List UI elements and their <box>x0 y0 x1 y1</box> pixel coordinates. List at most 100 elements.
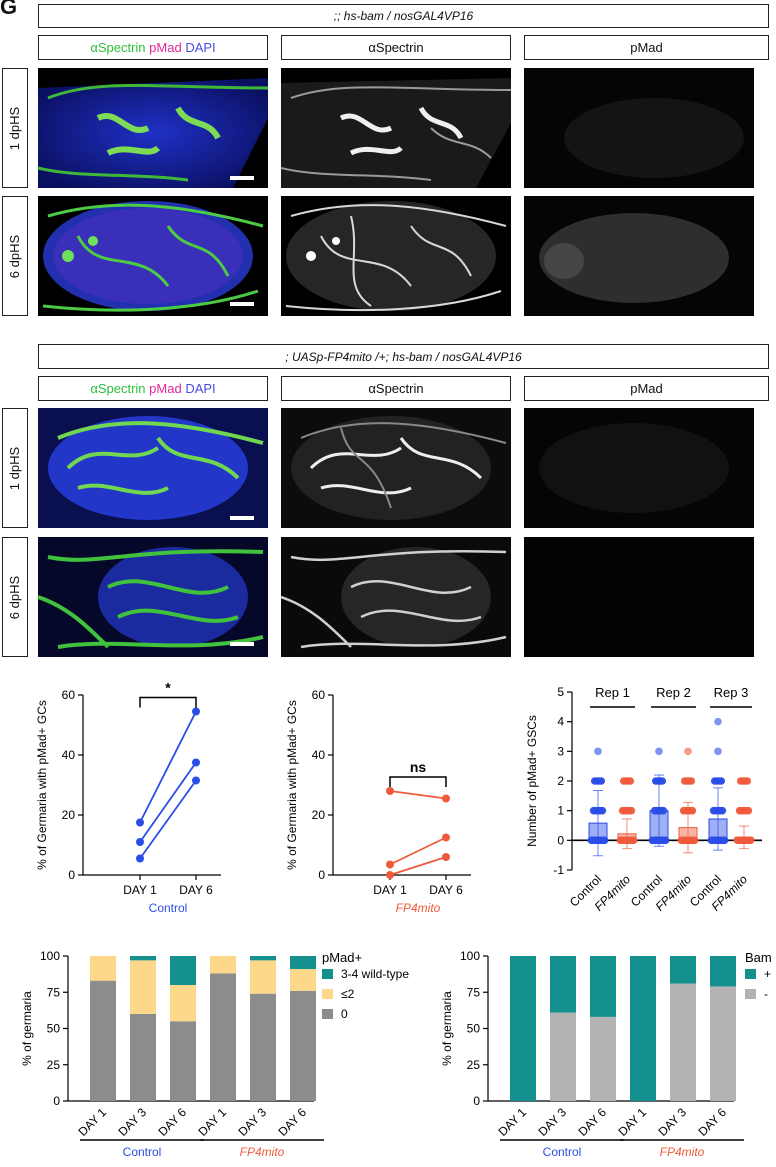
data-point <box>743 777 752 785</box>
y-tick-label: 25 <box>47 1058 61 1072</box>
y-tick-label: 0 <box>473 1094 480 1108</box>
stacked-bar-segment <box>630 956 656 1101</box>
scale-bar <box>230 516 254 520</box>
series-line <box>139 779 197 860</box>
y-tick-label: 0 <box>53 1094 60 1108</box>
y-tick-label: 50 <box>467 1022 481 1036</box>
data-point <box>192 707 200 716</box>
y-tick-label: 2 <box>557 774 564 788</box>
data-point <box>629 836 638 845</box>
group-label: Control <box>543 1145 582 1159</box>
y-tick-label: 5 <box>557 685 564 699</box>
legend-label: 0 <box>341 1007 348 1021</box>
merge-label-b: αSpectrin pMad DAPI <box>38 376 268 401</box>
data-point <box>192 758 200 767</box>
y-tick-label: 40 <box>312 748 326 762</box>
y-tick-label: 50 <box>47 1022 61 1036</box>
merge-label-a: αSpectrin pMad DAPI <box>38 35 268 60</box>
micrograph-a1-spectrin <box>281 68 511 188</box>
x-tick-label: DAY 3 <box>535 1105 569 1139</box>
row-label-a1: 1 dpHS <box>2 68 28 188</box>
x-tick-label: DAY 6 <box>429 883 463 897</box>
stacked-bar-segment <box>210 973 236 1101</box>
data-point <box>688 806 697 815</box>
y-tick-label: 100 <box>460 949 480 963</box>
series-line <box>389 790 447 800</box>
y-tick-label: 60 <box>312 688 326 702</box>
data-point <box>386 787 394 795</box>
micrograph-b1-merge <box>38 408 268 528</box>
y-axis-label: % of germaria <box>20 991 34 1066</box>
y-tick-label: 1 <box>557 804 564 818</box>
data-point <box>690 836 699 845</box>
data-point <box>626 777 635 785</box>
y-axis-label: % of Germaria with pMad+ GCs <box>35 700 49 870</box>
genotype-header-a: ;; hs-bam / nosGAL4VP16 <box>38 4 769 28</box>
data-point <box>136 838 144 846</box>
y-tick-label: 75 <box>467 985 481 999</box>
stacked-bar-segment <box>250 956 276 961</box>
scale-bar <box>230 642 254 646</box>
stacked-bar-segment <box>550 1012 576 1101</box>
group-label: FP4mito <box>240 1145 285 1159</box>
data-point <box>627 806 636 815</box>
legend-label: 3-4 wild-type <box>341 967 409 981</box>
micrograph-a1-pmad <box>524 68 754 188</box>
stacked-bar-segment <box>130 1014 156 1101</box>
legend-title: Bam <box>745 950 772 965</box>
data-point <box>442 853 450 861</box>
y-axis-label: % of germaria <box>440 991 454 1066</box>
significance-bracket <box>389 776 447 787</box>
data-point <box>661 836 670 845</box>
x-tick-label: DAY 1 <box>123 883 157 897</box>
significance-label: * <box>165 680 171 696</box>
group-label: Control <box>123 1145 162 1159</box>
stacked-bar-segment <box>170 985 196 1022</box>
data-point <box>720 836 729 845</box>
data-point <box>442 833 450 842</box>
data-point <box>136 854 144 863</box>
y-tick-label: 40 <box>62 748 76 762</box>
x-tick-label: DAY 6 <box>275 1105 309 1139</box>
data-point <box>718 806 727 815</box>
significance-bracket <box>139 696 197 708</box>
x-tick-label: DAY 3 <box>115 1105 149 1139</box>
micrograph-b1-pmad <box>524 408 754 528</box>
stacked-bar-segment <box>170 956 196 985</box>
data-point <box>597 777 606 785</box>
series-line <box>389 836 447 866</box>
micrograph-a2-pmad <box>524 196 754 316</box>
legend-label: ≤2 <box>341 987 355 1001</box>
data-point <box>442 794 450 803</box>
pmad-label-a: pMad <box>524 35 769 60</box>
legend-title: pMad+ <box>322 950 362 965</box>
y-tick-label: -1 <box>553 863 564 877</box>
scale-bar <box>230 302 254 306</box>
x-tick-label: DAY 6 <box>575 1105 609 1139</box>
data-point <box>744 806 753 815</box>
stacked-bar-segment <box>130 956 156 961</box>
data-point <box>386 860 394 869</box>
x-tick-label: DAY 3 <box>235 1105 269 1139</box>
data-point <box>714 717 722 726</box>
x-axis-label: Control <box>149 901 188 915</box>
micrograph-a1-merge <box>38 68 268 188</box>
stacked-bar-segment <box>710 956 736 987</box>
micrograph-a2-spectrin <box>281 196 511 316</box>
x-tick-label: DAY 1 <box>195 1105 229 1139</box>
x-tick-label: DAY 1 <box>495 1105 529 1139</box>
row-label-b1: 1 dpHS <box>2 408 28 528</box>
stacked-bar-segment <box>550 956 576 1013</box>
data-point <box>594 747 602 756</box>
x-tick-label: DAY 6 <box>155 1105 189 1139</box>
y-tick-label: 20 <box>62 808 76 822</box>
spectrin-label-b: αSpectrin <box>281 376 511 401</box>
data-point <box>717 777 726 785</box>
x-tick-label: DAY 1 <box>615 1105 649 1139</box>
y-axis-label: % of Germaria with pMad+ GCs <box>285 700 299 870</box>
group-label: Rep 1 <box>595 685 630 700</box>
series-line <box>389 856 447 876</box>
data-point <box>687 777 696 785</box>
stacked-bar-segment <box>290 969 316 991</box>
y-tick-label: 0 <box>318 868 325 882</box>
